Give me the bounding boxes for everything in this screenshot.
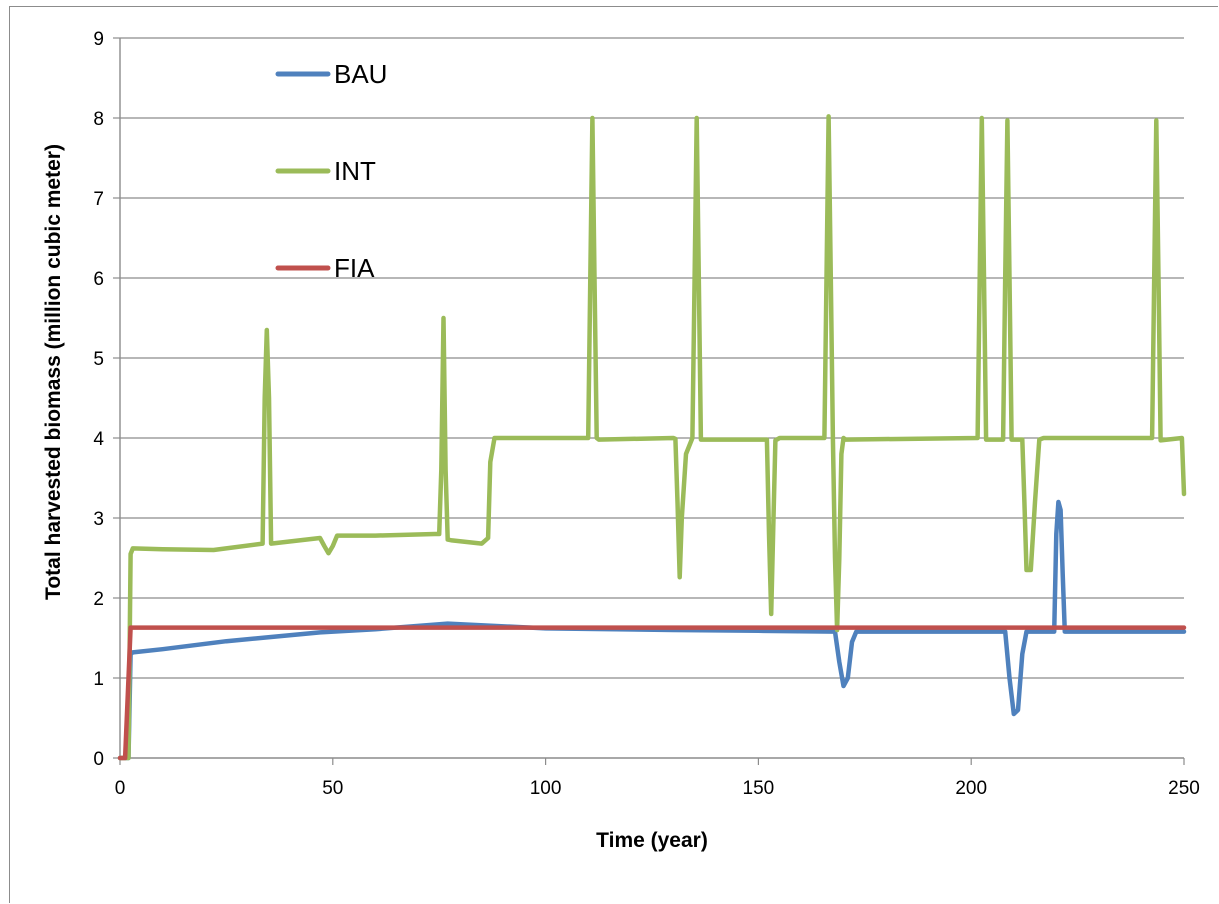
legend-label-int: INT [334,156,376,186]
axes [113,37,1185,765]
y-tick-labels: 0 1 2 3 4 5 6 7 8 9 [93,29,104,770]
x-tick-label-0: 0 [115,778,126,799]
y-tick-label-6: 6 [93,269,104,290]
y-tick-label-2: 2 [93,589,104,610]
x-tick-label-150: 150 [743,778,775,799]
y-tick-label-5: 5 [93,349,104,370]
data-series [117,114,1187,761]
x-tick-labels: 0 50 100 150 200 250 [115,778,1200,799]
y-tick-label-4: 4 [93,429,104,450]
legend: BAU INT FIA [275,59,387,283]
y-axis-title: Total harvested biomass (million cubic m… [42,144,65,600]
chart-frame [9,6,1218,903]
series-line-int [117,114,1187,761]
x-tick-label-250: 250 [1168,778,1200,799]
legend-label-bau: BAU [334,59,387,89]
x-tick-label-100: 100 [530,778,562,799]
y-tick-label-7: 7 [93,189,104,210]
y-tick-label-1: 1 [93,669,104,690]
series-line-fia [117,625,1187,761]
x-tick-label-200: 200 [955,778,987,799]
x-axis-title: Time (year) [596,829,708,852]
y-tick-label-8: 8 [93,109,104,130]
y-tick-label-9: 9 [93,29,104,50]
y-tick-label-0: 0 [93,749,104,770]
series-line-bau [117,499,1187,761]
legend-label-fia: FIA [334,253,375,283]
x-tick-label-50: 50 [322,778,343,799]
gridlines [120,37,1184,679]
y-tick-label-3: 3 [93,509,104,530]
